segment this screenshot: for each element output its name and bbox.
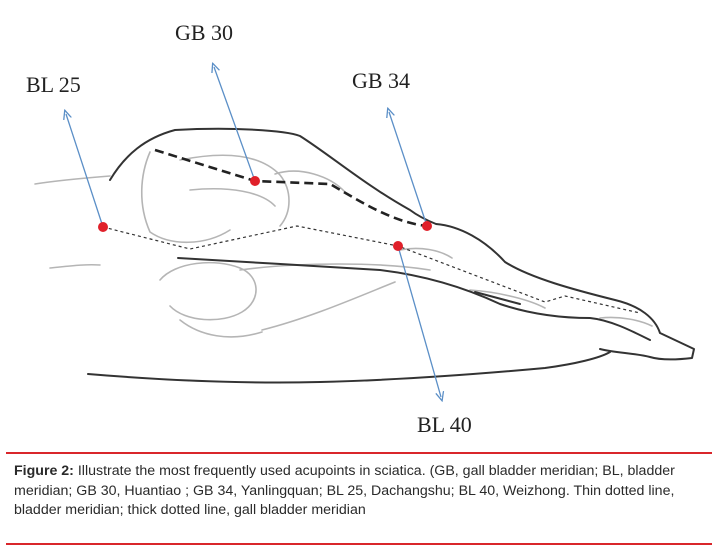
- leg-outline: [87, 127, 695, 384]
- gall-bladder-meridian-line: [154, 148, 428, 228]
- label-gb30: GB 30: [175, 20, 233, 45]
- acupoints: [98, 176, 432, 251]
- arrow-bl40: [397, 245, 441, 397]
- caption-bottom-rule: [6, 543, 712, 545]
- bone-sketch: [34, 151, 653, 338]
- acupoint-figure: GB 30 BL 25 GB 34 BL 40: [26, 20, 695, 437]
- figure-label: Figure 2:: [14, 463, 74, 479]
- figure-caption: Figure 2: Illustrate the most frequently…: [14, 462, 708, 521]
- arrow-bl25: [66, 114, 104, 228]
- acupoint-gb30: [250, 176, 260, 186]
- acupoint-bl25: [98, 222, 108, 232]
- annotation-arrows: [66, 67, 441, 397]
- label-bl40: BL 40: [417, 412, 472, 437]
- caption-top-rule: [6, 452, 712, 454]
- arrow-gb30: [214, 67, 256, 182]
- label-bl25: BL 25: [26, 72, 81, 97]
- arrow-gb34: [389, 112, 428, 227]
- acupoint-bl40: [393, 241, 403, 251]
- label-gb34: GB 34: [352, 68, 410, 93]
- caption-text: Illustrate the most frequently used acup…: [14, 463, 675, 518]
- leg-diagram: GB 30 BL 25 GB 34 BL 40: [26, 20, 695, 437]
- acupoint-gb34: [422, 221, 432, 231]
